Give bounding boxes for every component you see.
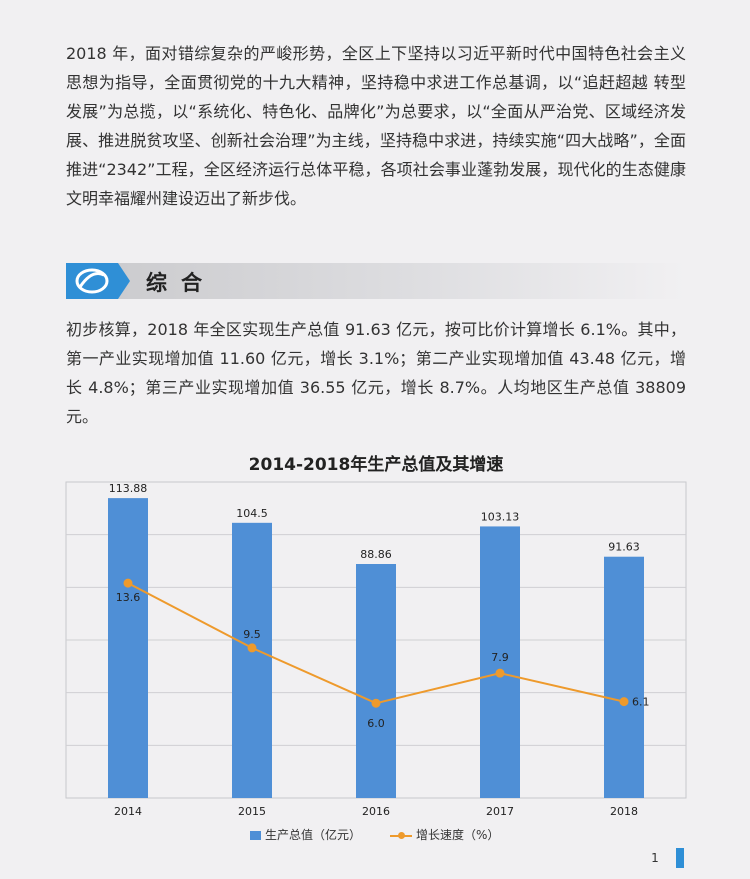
growth-point-2015 [247,643,257,653]
growth-point-2017 [495,668,505,678]
bar-2017 [480,526,520,798]
chart-title: 2014-2018年生产总值及其增速 [248,455,504,475]
section-header-bar [66,263,686,299]
summary-paragraph: 初步核算，2018 年全区实现生产总值 91.63 亿元，按可比价计算增长 6.… [66,320,686,426]
bar-2014 [108,498,148,798]
bar-label-2014: 113.88 [109,482,148,495]
legend-label-growth: 增长速度（%） [416,828,500,842]
bar-2018 [604,556,644,798]
legend-label-gdp: 生产总值（亿元） [265,828,362,842]
legend-swatch-line [390,831,412,839]
bar-label-2016: 88.86 [360,548,392,561]
growth-label-2018: 6.1 [632,696,650,709]
x-tick-2015: 2015 [238,805,266,818]
growth-point-2014 [123,578,133,588]
x-tick-2018: 2018 [610,805,638,818]
gdp-chart: 113.88 2014 104.5 2015 88.86 2016 103.13 2017 91… [65,481,687,818]
growth-label-2016: 6.0 [367,717,385,730]
x-tick-2016: 2016 [362,805,390,818]
legend-item-growth: 增长速度（%） [390,826,499,843]
section-title: 综合 [146,271,216,295]
bar-label-2015: 104.5 [236,507,268,520]
legend-item-gdp: 生产总值（亿元） [250,826,361,843]
bar-label-2018: 91.63 [608,541,640,554]
bar-2015 [232,522,272,798]
section-arrow [118,263,130,299]
bar-label-2017: 103.13 [481,510,520,523]
growth-point-2016 [371,698,381,708]
x-tick-2017: 2017 [486,805,514,818]
growth-label-2015: 9.5 [243,628,261,641]
page-number-text: 1 [651,851,659,865]
legend-swatch-bar [250,831,261,840]
growth-label-2014: 13.6 [116,591,141,604]
growth-label-2017: 7.9 [491,651,509,664]
x-tick-2014: 2014 [114,805,142,818]
growth-point-2018 [619,697,629,707]
logo-icon [66,263,118,299]
bar-2016 [356,564,396,798]
intro-paragraph: 2018 年，面对错综复杂的严峻形势，全区上下坚持以习近平新时代中国特色社会主义… [66,44,686,208]
page-number-marker [676,848,684,868]
page-number: 1 [644,848,684,868]
